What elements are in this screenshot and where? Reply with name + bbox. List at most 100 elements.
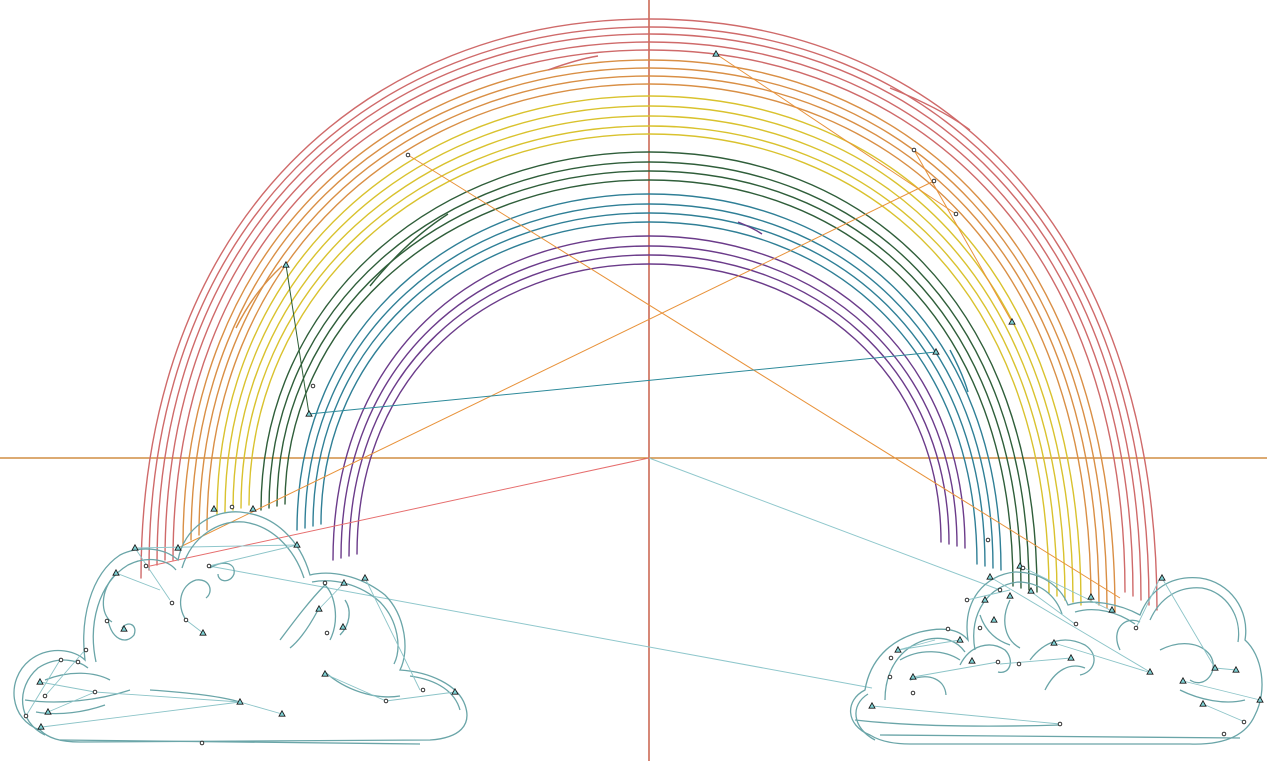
control-point-triangle-icon[interactable] xyxy=(1027,586,1035,594)
control-point-triangle-icon[interactable] xyxy=(339,622,347,630)
cloud-outline-stroke[interactable] xyxy=(973,581,1063,651)
control-point-triangle-icon[interactable] xyxy=(956,635,964,643)
cloud-outline-stroke[interactable] xyxy=(1004,599,1021,649)
anchor-point-circle-icon[interactable] xyxy=(1241,719,1247,725)
anchor-point-circle-icon[interactable] xyxy=(997,587,1003,593)
anchor-point-circle-icon[interactable] xyxy=(1057,721,1063,727)
anchor-point-circle-icon[interactable] xyxy=(995,659,1001,665)
anchor-point-circle-icon[interactable] xyxy=(985,537,991,543)
rainbow-arc-stroke[interactable] xyxy=(206,83,1092,603)
cloud-outline-stroke[interactable] xyxy=(1179,689,1246,703)
cloud-outline-stroke[interactable] xyxy=(13,511,468,743)
cloud-outline-stroke[interactable] xyxy=(107,619,136,641)
control-point-triangle-icon[interactable] xyxy=(293,540,301,548)
rainbow-band-blue[interactable] xyxy=(296,193,1002,571)
control-point-triangle-icon[interactable] xyxy=(278,709,286,717)
rainbow-arc-stroke[interactable] xyxy=(356,263,942,555)
control-point-triangle-icon[interactable] xyxy=(986,572,994,580)
control-point-triangle-icon[interactable] xyxy=(894,645,902,653)
rainbow-arc-stroke[interactable] xyxy=(260,151,1038,593)
cloud-outline-stroke[interactable] xyxy=(44,672,111,681)
rainbow-band-purple[interactable] xyxy=(332,235,966,561)
anchor-point-circle-icon[interactable] xyxy=(964,597,970,603)
control-point-triangle-icon[interactable] xyxy=(249,504,257,512)
cloud-outline-stroke[interactable] xyxy=(1116,619,1141,651)
control-point-triangle-icon[interactable] xyxy=(909,672,917,680)
control-point-triangle-icon[interactable] xyxy=(1158,573,1166,581)
cloud-outline-stroke[interactable] xyxy=(879,734,1241,739)
anchor-point-circle-icon[interactable] xyxy=(383,698,389,704)
control-point-triangle-icon[interactable] xyxy=(1211,663,1219,671)
rainbow-band-orange[interactable] xyxy=(182,59,1116,613)
cloud-outline-stroke[interactable] xyxy=(289,609,319,649)
rainbow-arc-stroke[interactable] xyxy=(340,245,958,559)
control-point-triangle-icon[interactable] xyxy=(315,604,323,612)
rainbow-arc-stroke[interactable] xyxy=(156,33,1142,601)
anchor-point-circle-icon[interactable] xyxy=(887,674,893,680)
rainbow-arc-stroke[interactable] xyxy=(248,133,1050,594)
anchor-point-circle-icon[interactable] xyxy=(58,657,64,663)
control-point-triangle-icon[interactable] xyxy=(305,409,313,417)
control-point-triangle-icon[interactable] xyxy=(1256,695,1264,703)
control-point-triangle-icon[interactable] xyxy=(112,568,120,576)
rainbow-arc-stroke[interactable] xyxy=(190,67,1108,609)
anchor-point-circle-icon[interactable] xyxy=(83,647,89,653)
rainbow-arc-stroke[interactable] xyxy=(296,193,1002,571)
cloud-outline-stroke[interactable] xyxy=(35,704,106,715)
anchor-point-circle-icon[interactable] xyxy=(420,687,426,693)
cloud-outline-stroke[interactable] xyxy=(22,659,89,736)
rainbow-arc-stroke[interactable] xyxy=(312,212,986,567)
anchor-point-circle-icon[interactable] xyxy=(324,630,330,636)
cloud-outline-stroke[interactable] xyxy=(181,521,305,579)
rainbow-arc-stroke[interactable] xyxy=(240,125,1058,597)
anchor-point-circle-icon[interactable] xyxy=(405,152,411,158)
anchor-point-circle-icon[interactable] xyxy=(143,563,149,569)
cloud-outline-stroke[interactable] xyxy=(854,719,1061,727)
cloud-outline-stroke[interactable] xyxy=(59,739,421,745)
anchor-point-circle-icon[interactable] xyxy=(1221,731,1227,737)
left-cloud[interactable] xyxy=(13,511,468,745)
rainbow-arc-stroke[interactable] xyxy=(198,75,1100,606)
anchor-point-circle-icon[interactable] xyxy=(945,626,951,632)
rainbow-arc-stroke[interactable] xyxy=(284,179,1014,587)
control-point-triangle-icon[interactable] xyxy=(451,687,459,695)
rainbow-arc-stroke[interactable] xyxy=(304,203,994,569)
control-point-triangle-icon[interactable] xyxy=(712,49,720,57)
control-point-triangle-icon[interactable] xyxy=(36,677,44,685)
rainbow-band-green[interactable] xyxy=(260,151,1038,593)
control-point-triangle-icon[interactable] xyxy=(981,595,989,603)
anchor-point-circle-icon[interactable] xyxy=(322,580,328,586)
anchor-point-circle-icon[interactable] xyxy=(206,563,212,569)
anchor-point-circle-icon[interactable] xyxy=(911,147,917,153)
rainbow-arc-stroke[interactable] xyxy=(216,95,1082,606)
anchor-point-circle-icon[interactable] xyxy=(931,178,937,184)
anchor-point-circle-icon[interactable] xyxy=(977,625,983,631)
anchor-point-circle-icon[interactable] xyxy=(92,689,98,695)
rainbow-arc-stroke[interactable] xyxy=(232,115,1066,601)
cloud-outline-stroke[interactable] xyxy=(102,574,116,623)
control-point-triangle-icon[interactable] xyxy=(1108,605,1116,613)
rainbow-arcs[interactable] xyxy=(140,18,1158,613)
anchor-point-circle-icon[interactable] xyxy=(229,504,235,510)
anchor-point-circle-icon[interactable] xyxy=(199,740,205,746)
control-point-triangle-icon[interactable] xyxy=(932,347,940,355)
rainbow-arc-stroke[interactable] xyxy=(224,105,1074,603)
cloud-outline-stroke[interactable] xyxy=(1159,643,1214,684)
anchor-point-circle-icon[interactable] xyxy=(888,655,894,661)
control-point-triangle-icon[interactable] xyxy=(1050,638,1058,646)
cloud-outline-stroke[interactable] xyxy=(339,599,350,636)
anchor-point-circle-icon[interactable] xyxy=(75,659,81,665)
anchor-point-circle-icon[interactable] xyxy=(1016,661,1022,667)
anchor-point-circle-icon[interactable] xyxy=(1020,565,1026,571)
rainbow-arc-stroke[interactable] xyxy=(348,254,950,557)
rainbow-arc-stroke[interactable] xyxy=(276,170,1022,589)
control-point-triangle-icon[interactable] xyxy=(1006,591,1014,599)
control-point-triangle-icon[interactable] xyxy=(44,707,52,715)
cloud-outline-stroke[interactable] xyxy=(179,579,211,621)
rainbow-band-yellow[interactable] xyxy=(216,95,1082,606)
control-point-triangle-icon[interactable] xyxy=(210,504,218,512)
anchor-point-circle-icon[interactable] xyxy=(310,383,316,389)
control-point-triangle-icon[interactable] xyxy=(236,697,244,705)
cloud-outline-stroke[interactable] xyxy=(899,651,961,661)
